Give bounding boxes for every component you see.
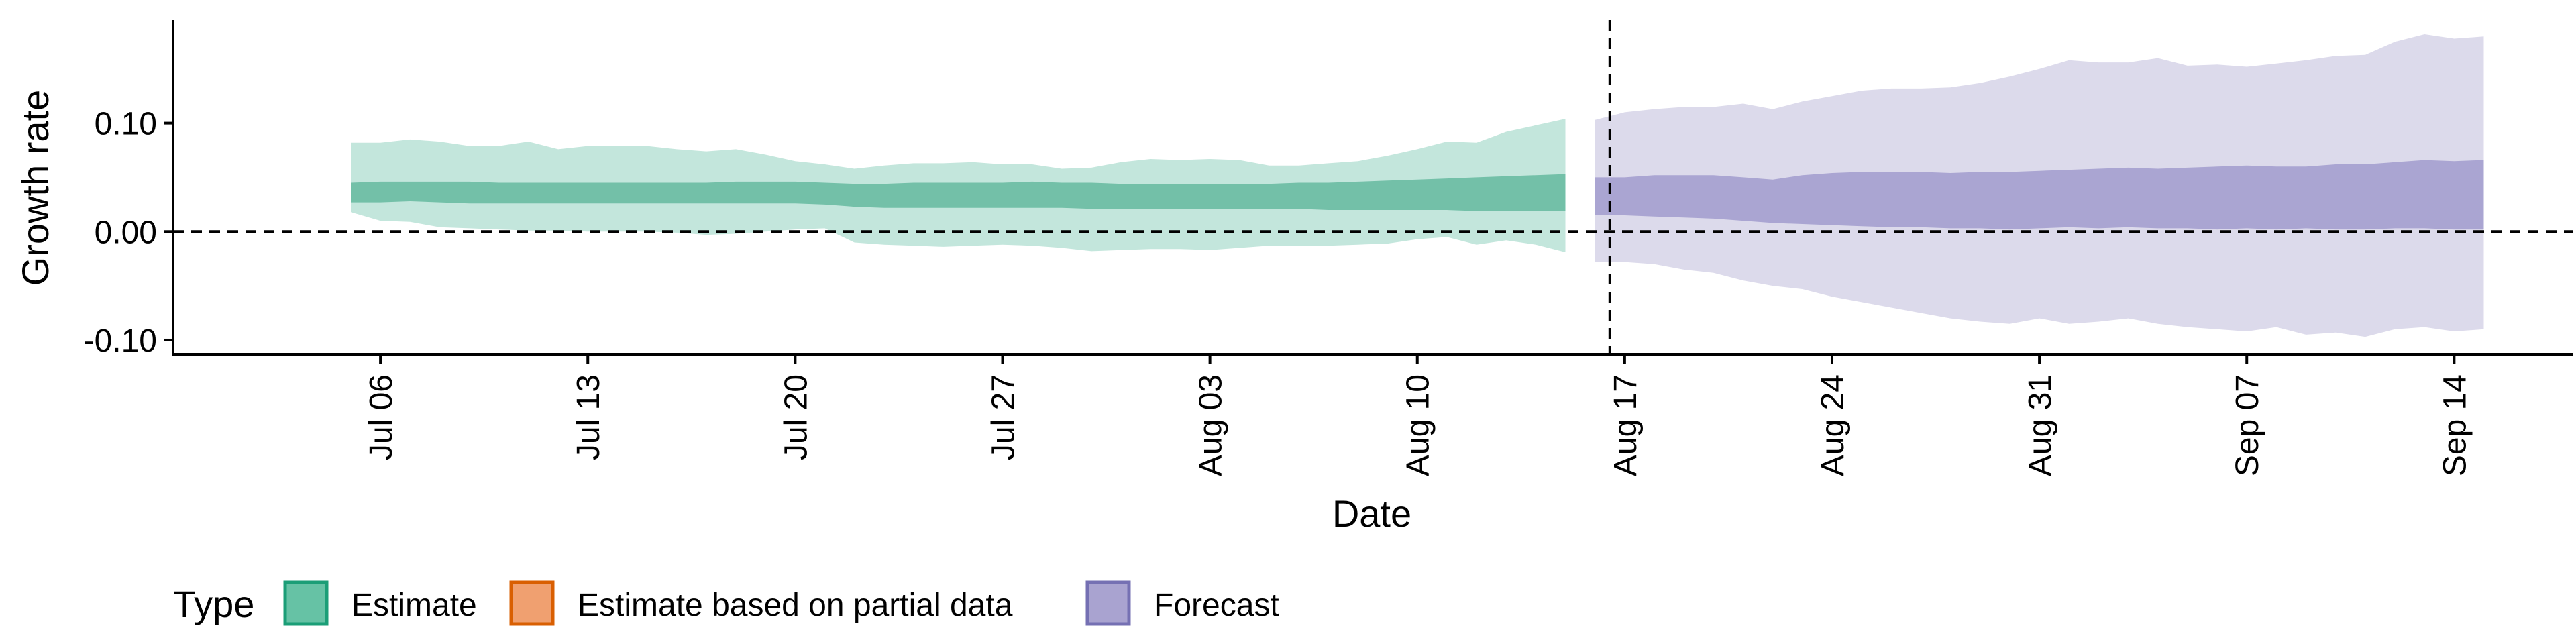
- x-tick-label: Sep 07: [2230, 374, 2265, 476]
- x-tick-label: Aug 24: [1815, 374, 1851, 476]
- legend-label: Forecast: [1154, 588, 1279, 623]
- ribbon-layer: [351, 34, 2484, 337]
- x-tick-label: Jul 13: [571, 374, 606, 460]
- y-tick-label: 0.00: [95, 215, 157, 250]
- legend-key-forecast: [1085, 580, 1131, 626]
- forecast-50-interval-band: [1595, 160, 2484, 230]
- x-axis-label: Date: [1332, 492, 1411, 535]
- x-tick-label: Jul 06: [364, 374, 399, 460]
- legend: Type Estimate Estimate based on partial d…: [173, 580, 1279, 626]
- y-tick-label: 0.10: [95, 107, 157, 142]
- x-tick-label: Aug 03: [1193, 374, 1229, 476]
- x-tick-label: Aug 17: [1608, 374, 1644, 476]
- x-tick-label: Aug 31: [2023, 374, 2058, 476]
- reference-lines: [173, 20, 2573, 354]
- x-tick-label: Aug 10: [1401, 374, 1436, 476]
- legend-label: Estimate: [352, 588, 477, 623]
- x-tick-label: Jul 27: [986, 374, 1022, 460]
- y-tick-label: -0.10: [84, 323, 157, 359]
- x-tick-label: Sep 14: [2437, 374, 2473, 476]
- y-axis-label: Growth rate: [14, 90, 56, 286]
- x-tick-label: Jul 20: [778, 374, 814, 460]
- legend-label: Estimate based on partial data: [578, 588, 1013, 623]
- axes: -0.10 0.00 0.10 Jul 06 Jul 13 Jul 20 Jul 27 Aug…: [84, 20, 2573, 476]
- legend-title: Type: [173, 583, 254, 625]
- legend-key-estimate-based-on-partial-data: [509, 580, 555, 626]
- legend-key-estimate: [283, 580, 329, 626]
- estimate-50-interval-band: [351, 174, 1566, 211]
